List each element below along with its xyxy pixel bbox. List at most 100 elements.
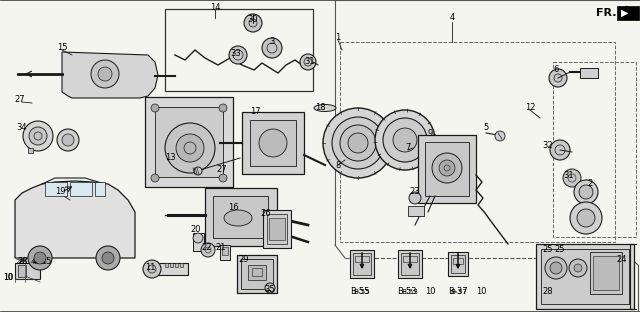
Text: 1: 1 bbox=[335, 32, 340, 41]
Text: 28: 28 bbox=[543, 287, 554, 296]
Bar bbox=[220, 245, 230, 260]
Bar bbox=[193, 233, 204, 251]
Circle shape bbox=[550, 262, 562, 274]
Bar bbox=[222, 247, 228, 255]
Bar bbox=[155, 107, 223, 177]
Bar bbox=[448, 252, 468, 276]
Text: 27: 27 bbox=[15, 95, 26, 105]
Circle shape bbox=[393, 128, 417, 152]
Circle shape bbox=[57, 129, 79, 151]
Circle shape bbox=[375, 110, 435, 170]
Text: 17: 17 bbox=[250, 108, 260, 116]
Text: 22: 22 bbox=[202, 243, 212, 252]
Bar bbox=[18, 265, 26, 277]
Text: 19: 19 bbox=[55, 188, 65, 197]
Circle shape bbox=[62, 134, 74, 146]
Bar bbox=[350, 250, 374, 278]
Text: 25: 25 bbox=[543, 245, 553, 253]
Text: 8: 8 bbox=[335, 160, 340, 169]
Text: 28: 28 bbox=[19, 259, 28, 265]
Text: 9: 9 bbox=[428, 129, 433, 138]
Bar bbox=[205, 188, 277, 246]
Bar bbox=[553, 62, 636, 237]
Bar bbox=[70, 182, 92, 196]
Text: ▶: ▶ bbox=[621, 8, 628, 18]
Bar bbox=[403, 256, 417, 262]
Circle shape bbox=[332, 117, 384, 169]
Circle shape bbox=[409, 192, 421, 204]
Bar bbox=[355, 256, 369, 262]
Circle shape bbox=[569, 259, 587, 277]
Bar bbox=[180, 263, 183, 267]
Circle shape bbox=[193, 233, 203, 243]
Circle shape bbox=[577, 209, 595, 227]
Bar bbox=[408, 206, 424, 216]
Circle shape bbox=[102, 252, 114, 264]
Circle shape bbox=[219, 174, 227, 182]
Circle shape bbox=[495, 131, 505, 141]
Bar bbox=[340, 42, 615, 242]
Text: 46.5: 46.5 bbox=[33, 259, 47, 265]
Text: 4: 4 bbox=[449, 12, 454, 22]
Text: 20: 20 bbox=[191, 225, 201, 233]
Bar bbox=[451, 255, 465, 273]
Bar bbox=[263, 210, 291, 248]
Text: B-55: B-55 bbox=[350, 286, 370, 295]
Circle shape bbox=[550, 140, 570, 160]
Text: 10: 10 bbox=[3, 274, 13, 282]
Text: 28: 28 bbox=[15, 259, 24, 265]
Ellipse shape bbox=[224, 210, 252, 226]
Bar bbox=[241, 259, 273, 289]
Bar bbox=[170, 263, 173, 267]
Bar bbox=[269, 218, 285, 240]
Circle shape bbox=[432, 153, 462, 183]
Bar bbox=[237, 255, 277, 293]
Bar bbox=[398, 250, 422, 278]
Bar bbox=[250, 120, 296, 166]
Bar bbox=[590, 252, 622, 294]
Circle shape bbox=[563, 169, 581, 187]
Bar bbox=[175, 263, 178, 267]
Text: FR.: FR. bbox=[596, 8, 616, 18]
Bar bbox=[45, 182, 67, 196]
Bar bbox=[267, 214, 287, 244]
Circle shape bbox=[151, 174, 159, 182]
Circle shape bbox=[91, 60, 119, 88]
Bar bbox=[165, 263, 168, 267]
Text: 21: 21 bbox=[216, 242, 227, 251]
Circle shape bbox=[34, 252, 46, 264]
Text: 14: 14 bbox=[210, 2, 220, 12]
Text: B-37: B-37 bbox=[448, 286, 468, 295]
Bar bbox=[213, 196, 268, 238]
Polygon shape bbox=[62, 52, 158, 98]
Circle shape bbox=[323, 108, 393, 178]
Bar bbox=[165, 9, 313, 91]
Circle shape bbox=[244, 14, 262, 32]
Text: 6: 6 bbox=[554, 66, 559, 75]
Circle shape bbox=[219, 104, 227, 112]
Text: 31: 31 bbox=[564, 170, 574, 179]
Text: 16: 16 bbox=[228, 203, 238, 212]
Bar bbox=[593, 256, 619, 290]
Bar bbox=[248, 265, 266, 280]
Text: 32: 32 bbox=[543, 140, 554, 149]
Bar bbox=[95, 182, 105, 196]
Text: 25: 25 bbox=[555, 245, 565, 253]
Bar bbox=[541, 249, 629, 304]
Text: 34: 34 bbox=[17, 124, 28, 133]
Bar bbox=[252, 268, 262, 276]
Circle shape bbox=[201, 243, 215, 257]
Text: B-55: B-55 bbox=[353, 289, 371, 295]
Bar bbox=[242, 112, 304, 174]
Bar bbox=[580, 68, 598, 78]
Bar bbox=[536, 244, 634, 309]
Circle shape bbox=[574, 180, 598, 204]
Circle shape bbox=[229, 46, 247, 64]
Circle shape bbox=[570, 202, 602, 234]
Text: 15: 15 bbox=[57, 42, 67, 51]
Circle shape bbox=[574, 264, 582, 272]
Text: 2: 2 bbox=[588, 178, 593, 188]
Circle shape bbox=[549, 69, 567, 87]
Text: 10: 10 bbox=[425, 286, 435, 295]
Circle shape bbox=[143, 260, 161, 278]
